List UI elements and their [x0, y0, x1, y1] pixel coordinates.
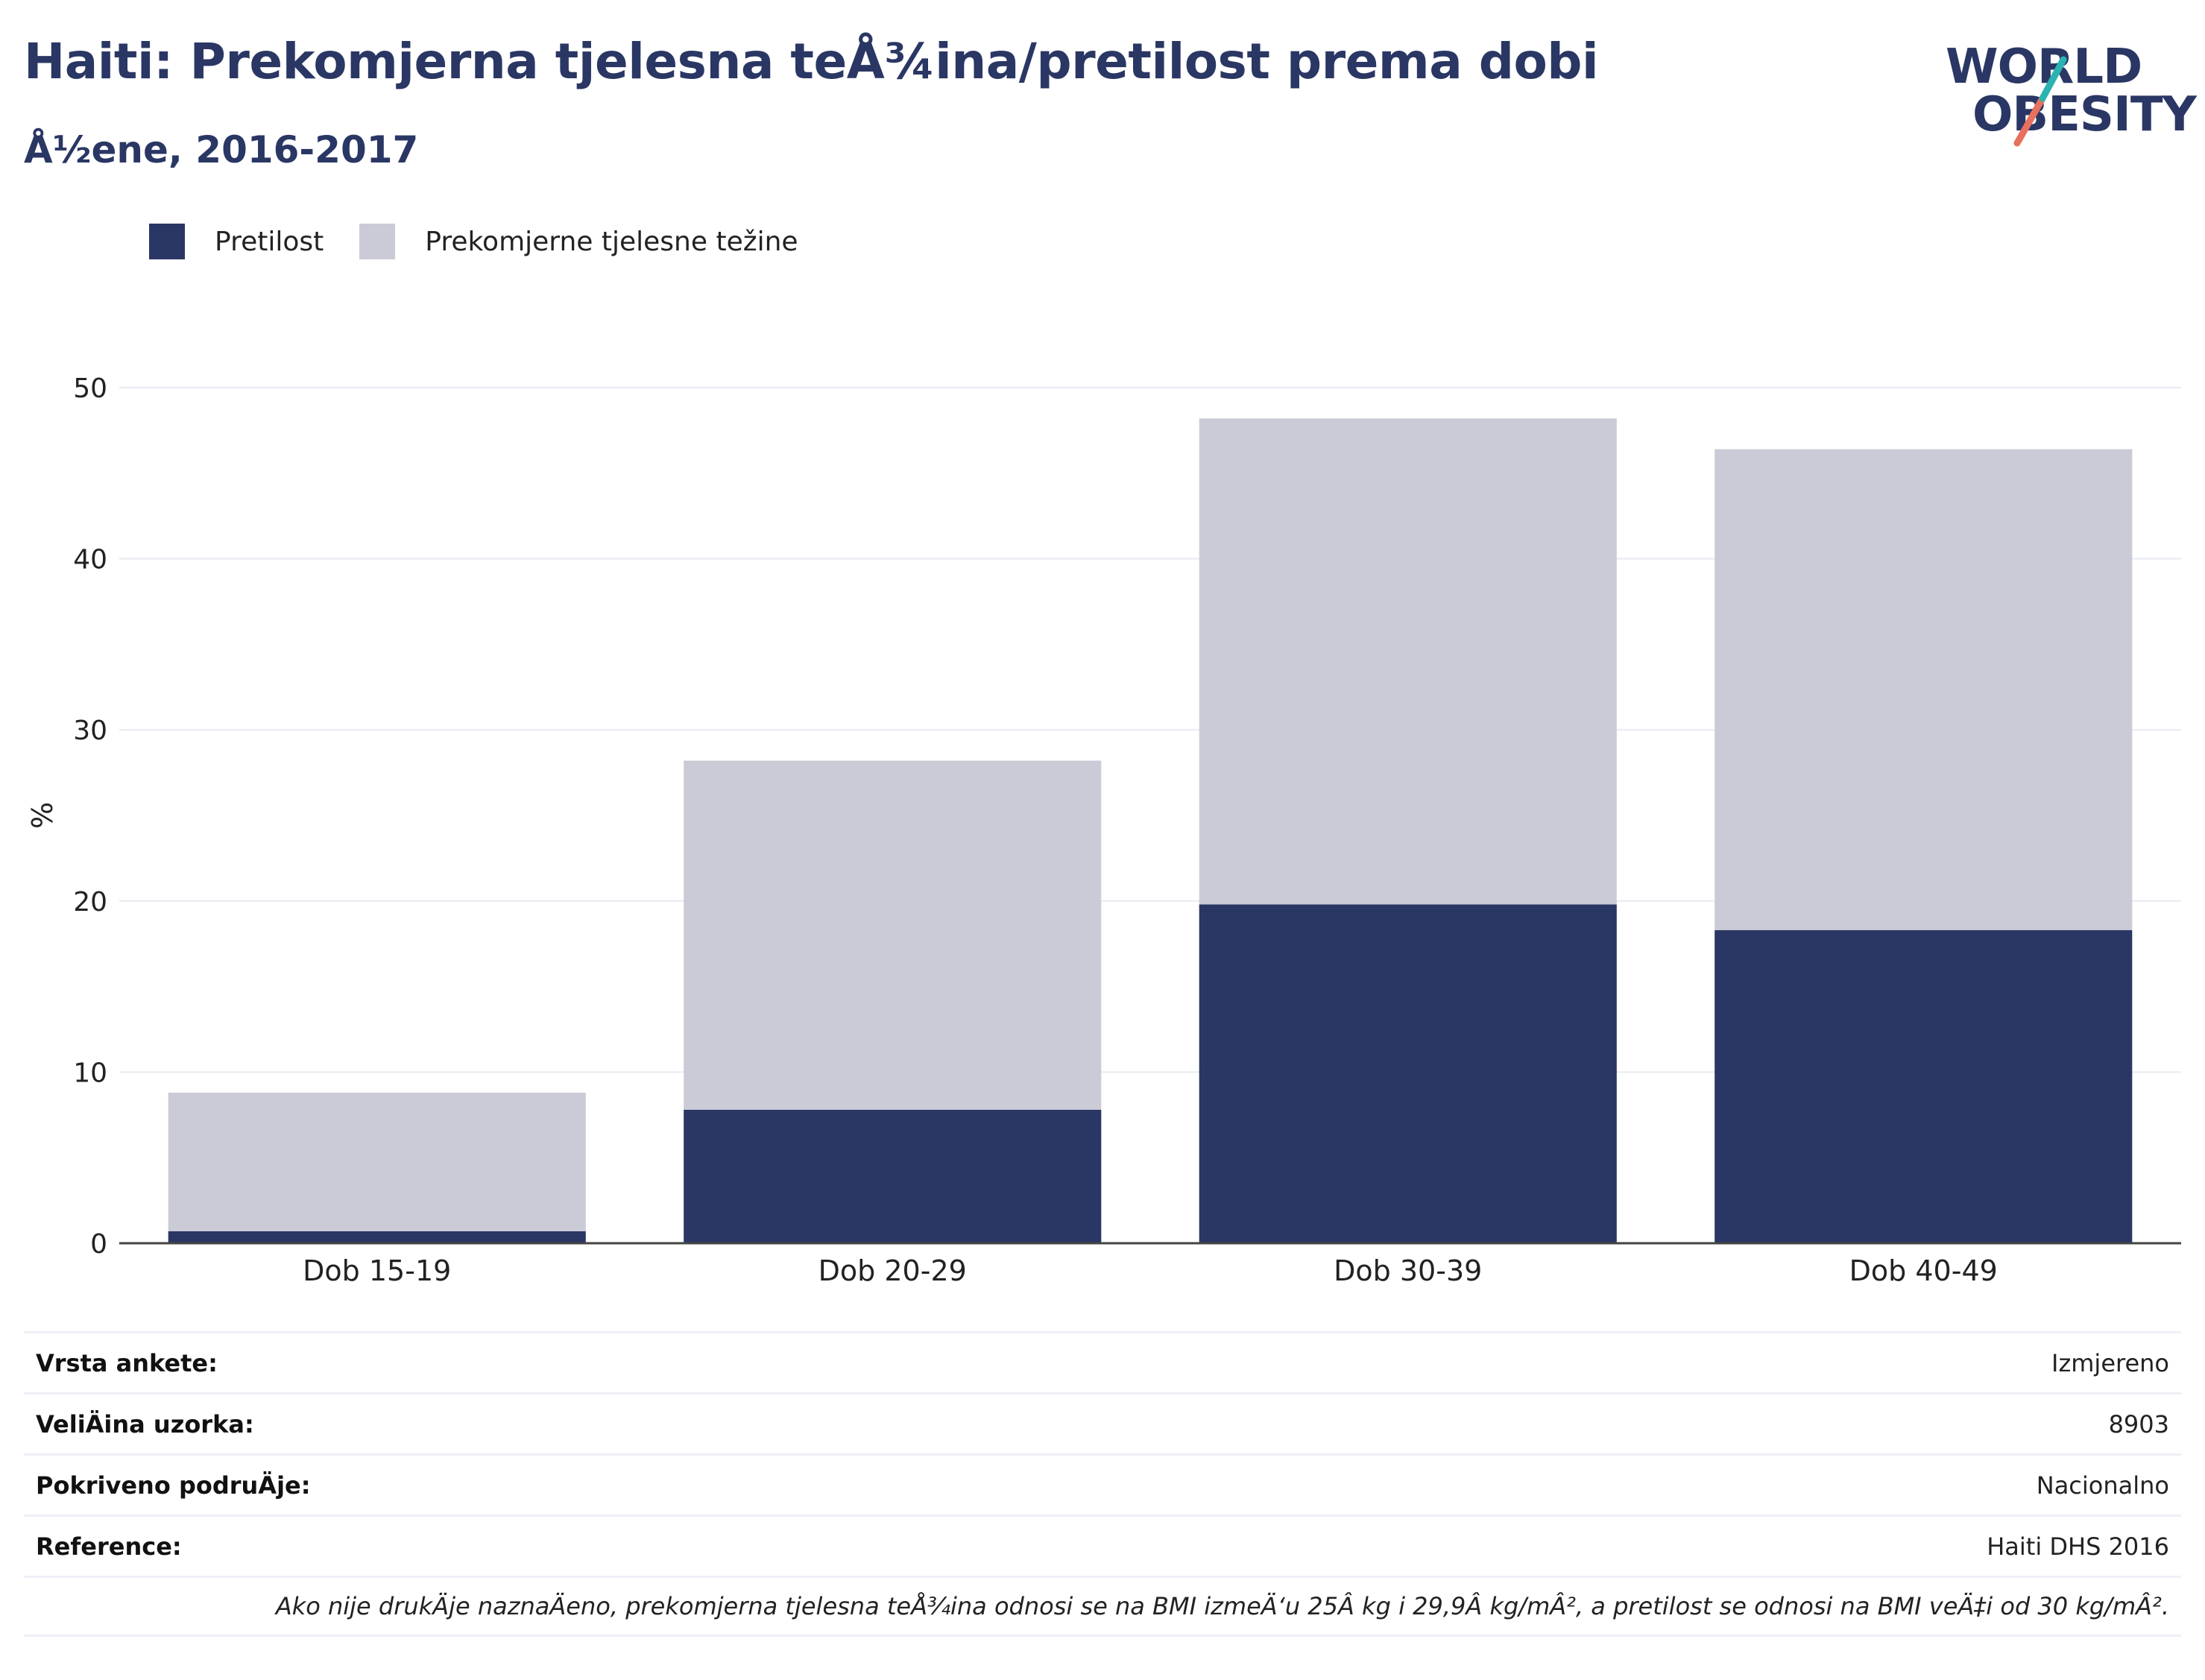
table-row: VeliÄ ina uzorka: 8903	[24, 1392, 2181, 1453]
row-value-coverage: Nacionalno	[2037, 1471, 2169, 1500]
row-label-survey-type: Vrsta ankete:	[36, 1349, 218, 1377]
x-tick-label: Dob 15-19	[303, 1254, 451, 1287]
row-value-reference: Haiti DHS 2016	[1987, 1532, 2169, 1561]
bar-prekomjerne-4	[1715, 449, 2132, 930]
x-tick-label: Dob 40-49	[1849, 1254, 1998, 1287]
footnote-row: Ako nije drukÄ je naznaÄ eno, prekomjern…	[24, 1576, 2181, 1637]
row-label-sample-size: VeliÄ ina uzorka:	[36, 1410, 254, 1439]
x-tick-label: Dob 30-39	[1334, 1254, 1482, 1287]
y-tick-label: 30	[73, 716, 107, 746]
bar-pretilost-2	[684, 1110, 1101, 1243]
y-tick-label: 50	[73, 373, 107, 404]
row-value-survey-type: Izmjereno	[2051, 1349, 2169, 1377]
y-tick-label: 40	[73, 545, 107, 575]
bar-prekomjerne-1	[168, 1093, 586, 1231]
bar-pretilost-3	[1199, 904, 1617, 1243]
bar-prekomjerne-3	[1199, 418, 1617, 904]
x-tick-label: Dob 20-29	[818, 1254, 967, 1287]
table-row: Pokriveno podruÄ je: Nacionalno	[24, 1453, 2181, 1515]
bar-chart: 0 10 20 30 40 50% Dob 15-19 Dob 20-29 Dob 30-39 D…	[0, 0, 2205, 1312]
survey-info-table: Vrsta ankete: Izmjereno VeliÄ ina uzorka…	[24, 1331, 2181, 1637]
y-axis-label: %	[26, 802, 59, 829]
y-tick-label: 0	[90, 1229, 107, 1260]
bar-prekomjerne-2	[684, 761, 1101, 1110]
row-label-reference: Reference:	[36, 1532, 182, 1561]
table-row: Vrsta ankete: Izmjereno	[24, 1331, 2181, 1392]
row-label-coverage: Pokriveno podruÄ je:	[36, 1471, 311, 1500]
footnote: Ako nije drukÄ je naznaÄ eno, prekomjern…	[276, 1592, 2169, 1620]
bar-pretilost-4	[1715, 930, 2132, 1243]
y-tick-label: 10	[73, 1058, 107, 1088]
y-tick-label: 20	[73, 887, 107, 918]
row-value-sample-size: 8903	[2109, 1410, 2169, 1439]
table-row: Reference: Haiti DHS 2016	[24, 1515, 2181, 1576]
bar-pretilost-1	[168, 1231, 586, 1243]
